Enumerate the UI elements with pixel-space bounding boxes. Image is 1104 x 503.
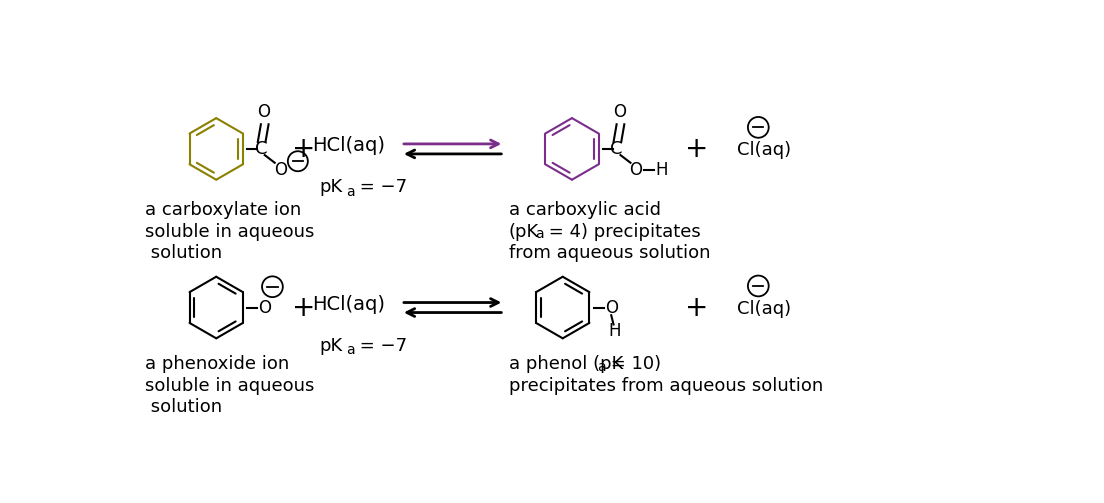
Text: +: + [293,135,316,163]
Text: soluble in aqueous: soluble in aqueous [146,377,315,395]
Text: O: O [605,298,618,316]
Text: precipitates from aqueous solution: precipitates from aqueous solution [509,377,824,395]
Text: a carboxylic acid: a carboxylic acid [509,201,661,219]
Text: O: O [613,103,626,121]
Text: a: a [597,360,606,374]
Text: from aqueous solution: from aqueous solution [509,244,710,263]
Text: O: O [258,298,272,316]
Text: a: a [346,343,354,357]
Text: soluble in aqueous: soluble in aqueous [146,223,315,241]
Text: H: H [608,322,620,341]
Text: a phenoxide ion: a phenoxide ion [146,355,289,373]
Text: HCl(aq): HCl(aq) [312,295,385,314]
Text: C: C [255,140,267,158]
Text: a carboxylate ion: a carboxylate ion [146,201,301,219]
Text: solution: solution [146,244,223,263]
Text: a: a [346,185,354,199]
Text: (pK: (pK [509,223,539,241]
Text: O: O [257,103,270,121]
Text: C: C [611,140,623,158]
Text: solution: solution [146,398,223,416]
Text: = −7: = −7 [353,179,406,196]
Text: Cl(aq): Cl(aq) [736,141,790,159]
Text: = −7: = −7 [353,337,406,355]
Text: pK: pK [319,337,342,355]
Text: = 4) precipitates: = 4) precipitates [543,223,701,241]
Text: a phenol (pK: a phenol (pK [509,355,623,373]
Text: +: + [293,294,316,321]
Text: +: + [684,135,709,163]
Text: H: H [655,160,668,179]
Text: a: a [535,227,544,241]
Text: O: O [274,160,287,179]
Text: O: O [629,160,643,179]
Text: +: + [684,294,709,321]
Text: Cl(aq): Cl(aq) [736,300,790,318]
Text: = 10): = 10) [605,355,661,373]
Text: pK: pK [319,179,342,196]
Text: HCl(aq): HCl(aq) [312,136,385,155]
